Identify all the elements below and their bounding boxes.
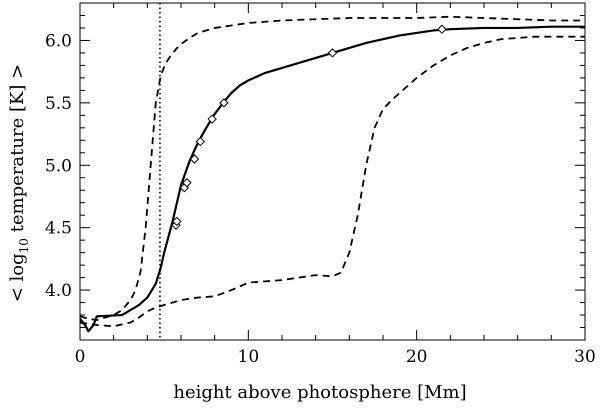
diamond-marker (195, 136, 206, 147)
plot-area (80, 3, 585, 340)
diamond-marker (172, 216, 182, 227)
x-tick-label: 20 (406, 347, 428, 367)
plot-border (79, 2, 586, 341)
y-tick-label: 5.5 (45, 94, 72, 114)
diamond-marker (437, 24, 447, 34)
bound-dashed-line-1 (80, 15, 585, 321)
axis-ticks (79, 2, 586, 341)
x-tick-label: 30 (574, 347, 596, 367)
y-tick-label: 4.0 (45, 281, 72, 301)
bound-dashed-line-2 (80, 35, 585, 328)
y-tick-label: 5.0 (45, 156, 72, 176)
plot-frame (79, 2, 586, 341)
y-axis-label: < log10 temperature [K] > (7, 64, 31, 303)
y-axis-label-prefix: < log (7, 253, 28, 302)
mean-temperature-line (80, 25, 585, 333)
diamond-marker (327, 48, 338, 58)
x-axis-label: height above photosphere [Mm] (173, 382, 466, 403)
x-tick-label: 10 (238, 347, 260, 367)
y-axis-label-subscript: 10 (17, 238, 31, 253)
diamond-marker (207, 114, 217, 124)
y-tick-label: 6.0 (45, 31, 72, 51)
diamond-marker (182, 178, 192, 188)
tick-labels: 0 10 20 30 4.0 4.5 5.0 5.5 6.0 (45, 31, 596, 367)
y-axis-label-suffix: temperature [K] > (7, 64, 28, 238)
diamond-marker (189, 154, 200, 164)
y-tick-label: 4.5 (45, 219, 72, 239)
diamond-marker (219, 98, 229, 108)
x-tick-label: 0 (75, 347, 86, 367)
